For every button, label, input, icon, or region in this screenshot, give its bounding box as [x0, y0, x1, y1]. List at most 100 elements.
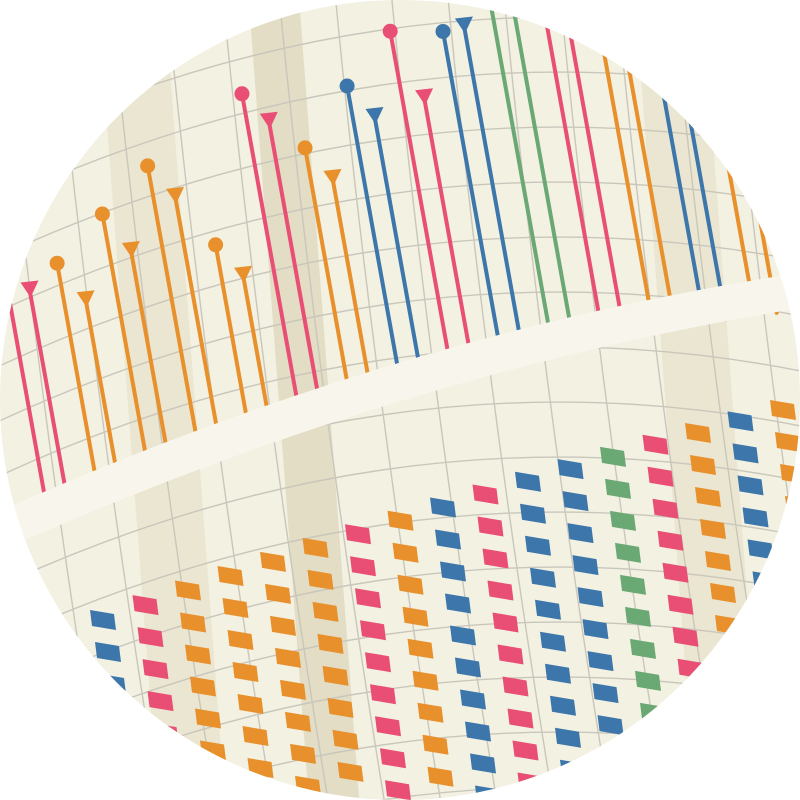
waffle-cell	[645, 734, 671, 755]
waffle-cell	[635, 670, 661, 691]
lollipop-head-triangle	[166, 186, 185, 204]
waffle-cell	[560, 759, 586, 780]
waffle-cell	[520, 503, 546, 524]
waffle-cell	[567, 523, 594, 544]
waffle-cell	[270, 615, 296, 636]
waffle-cell	[110, 738, 136, 758]
lollipop-stem	[27, 287, 70, 502]
waffle-cell	[380, 748, 406, 769]
waffle-cell	[492, 612, 519, 633]
waffle-cell	[550, 695, 576, 716]
lollipop-head-triangle	[729, 93, 748, 111]
lollipop-head-triangle	[20, 280, 39, 298]
lollipop-stem	[345, 84, 402, 382]
lollipop-head-circle	[140, 158, 156, 174]
waffle-cell	[507, 708, 534, 729]
lollipop-head-triangle	[121, 241, 140, 258]
waffle-cell	[175, 580, 201, 601]
waffle-cell	[737, 475, 764, 496]
waffle-cell	[105, 706, 131, 726]
waffle-cell	[440, 561, 466, 582]
waffle-cell	[605, 478, 631, 499]
waffle-cell	[770, 400, 796, 420]
waffle-cell	[307, 569, 334, 590]
lollipop-head-circle	[94, 206, 110, 222]
waffle-cell	[460, 689, 486, 710]
waffle-cell	[652, 498, 679, 519]
waffle-cell	[217, 566, 244, 587]
waffle-cell	[162, 787, 189, 800]
waffle-cell	[482, 548, 509, 569]
waffle-cell	[430, 497, 456, 518]
waffle-cell	[317, 633, 344, 654]
waffle-cell	[322, 665, 349, 686]
lollipop-head-circle	[339, 78, 355, 94]
lollipop-head-circle	[0, 266, 13, 282]
waffle-cell	[417, 702, 444, 723]
waffle-cell	[205, 772, 231, 793]
waffle-cell	[630, 638, 656, 659]
waffle-cell	[350, 556, 376, 577]
waffle-cell	[725, 678, 751, 699]
waffle-cell	[345, 524, 371, 545]
grid-line-vertical	[501, 0, 614, 800]
waffle-cell	[565, 791, 591, 800]
waffle-cell	[137, 627, 164, 648]
waffle-cell	[327, 697, 354, 718]
waffle-cell	[157, 755, 184, 776]
waffle-cell	[195, 708, 221, 729]
lollipop-head-circle	[297, 140, 313, 156]
waffle-cell	[787, 795, 800, 800]
waffle-cell	[290, 743, 316, 764]
waffle-cell	[732, 443, 759, 464]
waffle-cell	[427, 766, 454, 787]
lollipop-stem	[83, 297, 120, 482]
lollipop-stem	[241, 272, 272, 427]
waffle-cell	[402, 606, 429, 627]
waffle-cell	[740, 774, 766, 795]
lollipop-head-triangle	[557, 2, 576, 20]
waffle-cell	[412, 670, 439, 691]
lollipop-head-triangle	[415, 88, 434, 106]
grid-line-vertical	[220, 0, 332, 800]
waffle-cell	[455, 657, 481, 678]
waffle-cell	[615, 542, 641, 563]
lollipop-stem	[2, 272, 48, 502]
waffle-cell	[280, 679, 306, 700]
waffle-cell	[497, 644, 524, 665]
waffle-cell	[242, 726, 269, 747]
waffle-cell	[232, 662, 259, 683]
waffle-cell	[685, 422, 711, 443]
waffle-cell	[657, 530, 684, 551]
lollipop-stem	[564, 9, 627, 338]
waffle-cell	[610, 510, 636, 531]
waffle-cell	[435, 529, 461, 550]
waffle-cell	[640, 702, 666, 723]
waffle-cell	[577, 587, 604, 608]
waffle-cell	[260, 551, 286, 572]
waffle-cell	[385, 780, 411, 800]
waffle-cell	[502, 676, 529, 697]
waffle-cell	[332, 729, 359, 750]
waffle-cell	[512, 740, 539, 761]
lollipop-head-circle	[586, 0, 602, 5]
lollipop-head-triangle	[365, 107, 384, 124]
waffle-cell	[487, 580, 514, 601]
waffle-cell	[515, 471, 541, 492]
lollipop-stem	[372, 114, 424, 382]
waffle-cell	[90, 610, 116, 630]
lollipop-stem	[145, 163, 200, 444]
waffle-cell	[607, 779, 634, 800]
waffle-cell	[710, 582, 736, 603]
lollipop-head-triangle	[234, 265, 252, 283]
waffle-cell	[690, 454, 716, 475]
waffle-cell	[355, 588, 381, 609]
waffle-cell	[555, 727, 581, 748]
waffle-cell	[370, 684, 396, 705]
waffle-cell	[477, 516, 504, 537]
waffle-cell	[237, 694, 264, 715]
waffle-cell	[597, 715, 624, 736]
waffle-cell	[472, 484, 499, 505]
grid-line-vertical	[558, 0, 670, 800]
lollipop-head-circle	[435, 23, 451, 39]
